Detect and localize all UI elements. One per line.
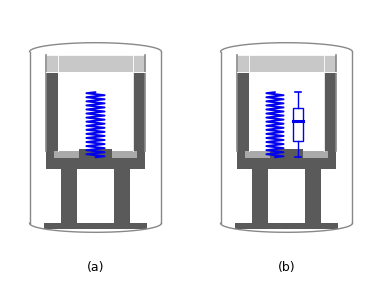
Bar <box>293 108 303 141</box>
Bar <box>252 169 269 223</box>
Bar <box>79 149 112 158</box>
Bar <box>46 151 145 169</box>
Bar <box>237 151 336 169</box>
Bar <box>235 223 338 229</box>
Bar <box>324 72 336 151</box>
Bar <box>304 169 321 223</box>
Bar <box>46 72 58 151</box>
Bar <box>237 72 249 151</box>
Bar <box>237 55 336 72</box>
Text: (b): (b) <box>278 261 295 274</box>
Text: (a): (a) <box>87 261 104 274</box>
Bar <box>86 81 105 92</box>
Bar <box>277 81 296 92</box>
Bar <box>113 169 130 223</box>
Bar <box>46 55 145 72</box>
Bar <box>245 151 328 158</box>
Bar <box>68 72 123 81</box>
Bar <box>133 72 145 151</box>
Bar <box>61 169 78 223</box>
Bar <box>44 223 147 229</box>
Bar <box>249 72 324 151</box>
Bar <box>270 149 303 158</box>
Bar <box>54 151 137 158</box>
Bar <box>259 72 314 81</box>
Bar <box>58 72 133 151</box>
